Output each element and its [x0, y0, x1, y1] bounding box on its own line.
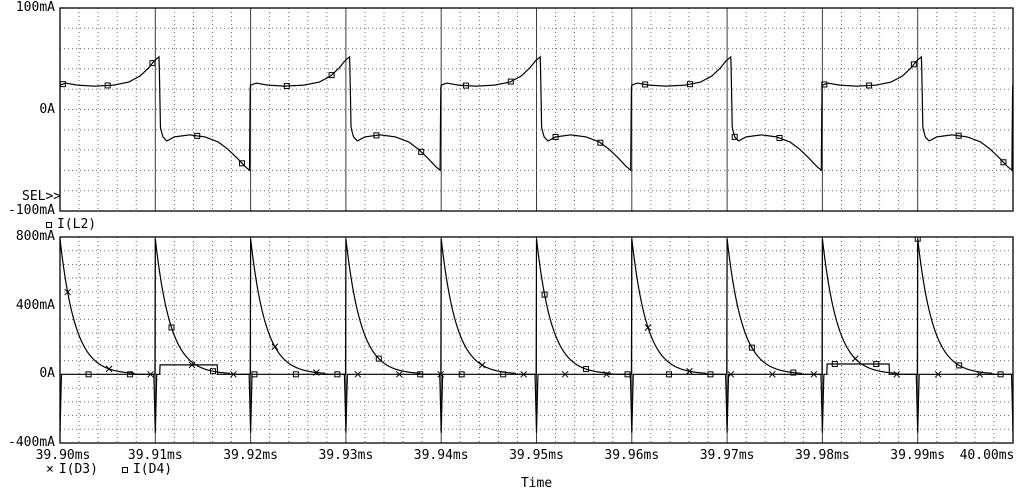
square-marker-icon [373, 132, 380, 139]
square-marker-icon [417, 371, 424, 378]
x-marker-icon [561, 370, 569, 378]
square-marker-icon [85, 371, 92, 378]
x-marker-icon [644, 324, 652, 331]
legend-item-I(D3)[interactable]: × I(D3) [46, 462, 98, 477]
x-tick-label: 39.97ms [699, 448, 755, 463]
trace-I(D4)[interactable] [60, 238, 1013, 433]
y-tick-label: 0A [39, 366, 55, 382]
square-marker-icon [866, 82, 873, 89]
x-tick-label: 39.92ms [223, 448, 278, 463]
x-marker-icon [934, 370, 942, 378]
square-marker-icon [251, 371, 258, 378]
square-marker-icon [168, 324, 175, 331]
y-tick-label: 400mA [15, 297, 55, 313]
x-marker-icon [271, 343, 279, 351]
square-marker-icon [552, 133, 559, 140]
square-marker-icon [583, 366, 590, 373]
trace-I(L2)[interactable] [60, 55, 1013, 172]
x-tick-label: 39.91ms [127, 448, 183, 463]
square-marker-icon [956, 362, 963, 369]
square-marker-icon [776, 134, 783, 141]
legend-label: I(L2) [57, 217, 97, 232]
square-marker-icon [500, 371, 507, 378]
x-marker-icon: × [46, 461, 54, 477]
square-marker-icon [283, 83, 290, 90]
square-marker-icon [1000, 159, 1007, 166]
square-marker-icon [194, 132, 201, 139]
square-marker-icon [541, 291, 548, 298]
plot-border [59, 236, 1014, 444]
square-marker-icon [239, 160, 246, 167]
y-tick-label: 800mA [15, 229, 55, 244]
square-marker-icon [462, 82, 469, 89]
square-marker-icon [914, 237, 921, 242]
square-marker-icon [334, 371, 341, 378]
square-marker-icon [375, 355, 382, 362]
square-marker-icon [597, 139, 604, 146]
square-marker-icon [707, 371, 714, 378]
square-marker-icon [127, 371, 134, 378]
x-tick-label: 40.00ms [959, 448, 1015, 463]
square-marker-icon [748, 344, 755, 351]
x-tick-label: 39.95ms [509, 448, 564, 463]
x-tick-label: 39.94ms [413, 448, 469, 463]
square-marker-icon [104, 82, 111, 89]
x-marker-icon [64, 288, 71, 296]
square-marker-icon [328, 72, 335, 79]
x-marker-icon [354, 370, 362, 378]
x-tick-label: 39.96ms [604, 448, 660, 463]
y-tick-label: -400mA [8, 435, 55, 450]
x-marker-icon [727, 370, 735, 378]
x-marker-icon [769, 370, 776, 378]
trace-legend: × I(D3) I(D4) [46, 462, 172, 477]
sel-indicator: SEL>> [22, 189, 62, 204]
square-marker-icon [458, 371, 465, 378]
square-marker-icon [292, 371, 299, 378]
trace-legend: I(L2) [46, 217, 96, 232]
x-marker-icon [437, 370, 445, 378]
x-marker-icon [105, 365, 113, 373]
x-tick-label: 39.93ms [318, 448, 374, 463]
square-marker-icon [955, 132, 962, 139]
square-marker-icon [831, 361, 838, 368]
y-tick-label: -100mA [8, 203, 55, 218]
legend-label: I(D4) [132, 462, 173, 477]
x-marker-icon [686, 367, 693, 375]
x-tick-label: 39.90ms [35, 448, 91, 463]
x-axis-title: Time [520, 476, 553, 491]
legend-item-I(D4)[interactable]: I(D4) [121, 462, 173, 477]
markers-I(D4) [85, 237, 1004, 378]
square-marker-icon [121, 466, 128, 473]
x-marker-icon [478, 361, 486, 369]
square-marker-icon [642, 81, 649, 88]
square-marker-icon [910, 61, 917, 68]
square-marker-icon [731, 133, 738, 140]
square-marker-icon [790, 369, 797, 376]
square-marker-icon [60, 81, 66, 88]
square-marker-icon [507, 78, 514, 85]
markers-I(L2) [60, 60, 1007, 167]
square-marker-icon [624, 371, 631, 378]
square-marker-icon [686, 81, 693, 88]
legend-label: I(D3) [58, 462, 98, 477]
x-marker-icon [395, 370, 403, 378]
y-tick-label: 100mA [15, 0, 55, 15]
y-tick-label: 0A [39, 101, 55, 117]
x-marker-icon [603, 370, 610, 378]
square-marker-icon [997, 371, 1004, 378]
square-marker-icon [873, 361, 880, 368]
legend-item-I(L2)[interactable]: I(L2) [46, 217, 96, 232]
x-tick-label: 39.98ms [794, 448, 850, 463]
markers-I(D3) [64, 288, 983, 378]
x-tick-label: 39.99ms [890, 448, 946, 463]
square-marker-icon [418, 148, 425, 155]
square-marker-icon [149, 60, 156, 67]
x-marker-icon [851, 355, 859, 362]
square-marker-icon [209, 368, 216, 375]
square-marker-icon [46, 221, 52, 228]
square-marker-icon [821, 81, 828, 88]
square-marker-icon [665, 371, 672, 378]
